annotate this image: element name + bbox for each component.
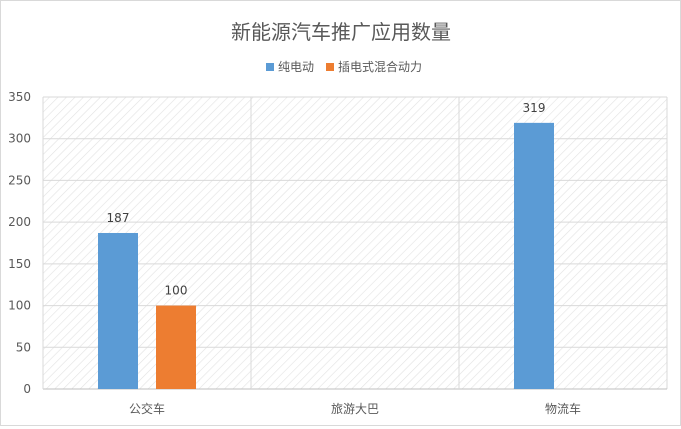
bar xyxy=(98,232,138,389)
legend-swatch xyxy=(326,63,334,71)
y-tick-label: 300 xyxy=(8,132,31,146)
x-tick-label: 旅游大巴 xyxy=(331,402,379,416)
y-tick-label: 350 xyxy=(8,90,31,104)
data-label: 319 xyxy=(523,101,546,115)
legend-label: 插电式混合动力 xyxy=(338,59,422,74)
legend-swatch xyxy=(266,63,274,71)
y-axis: 0 50 100 150 200 250 300 350 xyxy=(8,90,31,396)
y-tick-label: 200 xyxy=(8,215,31,229)
grid-lines xyxy=(42,96,668,390)
bars xyxy=(98,122,554,389)
data-label: 100 xyxy=(165,284,188,298)
plot-area-hatch xyxy=(43,97,667,389)
x-tick-label: 公交车 xyxy=(129,401,165,416)
bar xyxy=(514,122,554,389)
data-labels: 187 319 100 xyxy=(107,101,546,298)
legend: 纯电动 插电式混合动力 xyxy=(266,59,422,74)
y-tick-label: 50 xyxy=(16,340,31,354)
x-tick-label: 物流车 xyxy=(545,401,581,416)
x-axis: 公交车 旅游大巴 物流车 xyxy=(129,401,581,416)
y-tick-label: 100 xyxy=(8,299,31,313)
chart-title: 新能源汽车推广应用数量 xyxy=(231,20,451,44)
y-tick-label: 150 xyxy=(8,257,31,271)
y-tick-label: 0 xyxy=(23,382,31,396)
data-label: 187 xyxy=(107,211,130,225)
bar xyxy=(156,305,196,389)
legend-label: 纯电动 xyxy=(278,60,314,74)
y-tick-label: 250 xyxy=(8,173,31,187)
